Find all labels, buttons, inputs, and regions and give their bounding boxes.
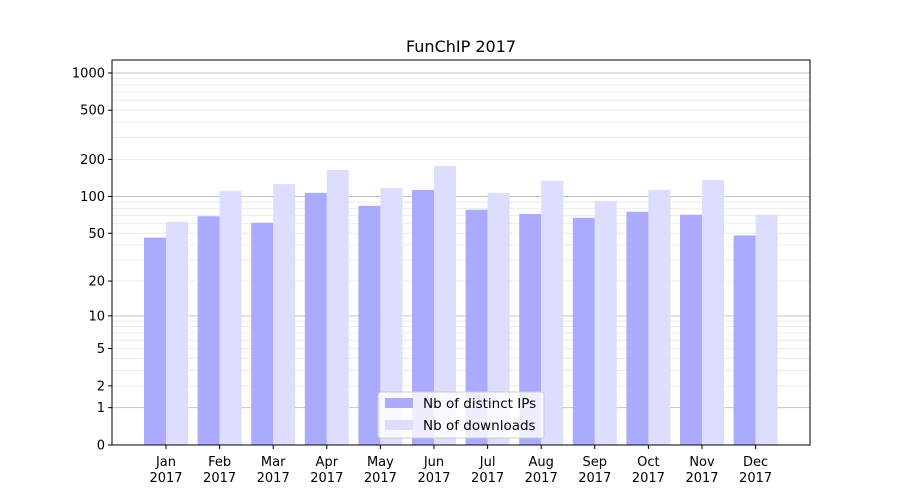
y-tick-label: 50 (88, 227, 105, 242)
y-tick-label: 5 (97, 342, 105, 357)
x-tick-label: Mar 2017 (257, 455, 290, 486)
bar-downloads (326, 170, 349, 446)
bar-distinct-ips (358, 205, 381, 445)
x-tick-label: May 2017 (364, 455, 397, 486)
bar-distinct-ips (680, 214, 702, 445)
axes-frame (111, 59, 811, 446)
x-tick-label: Dec 2017 (739, 455, 772, 486)
legend-box (377, 391, 545, 439)
x-tick-label: Nov 2017 (685, 455, 718, 486)
x-tick-label: Jul 2017 (471, 455, 504, 486)
bars (144, 165, 778, 446)
bar-distinct-ips (572, 217, 595, 445)
chart-title: FunChIP 2017 (406, 37, 516, 56)
y-tick-label: 1 (97, 401, 105, 416)
legend-label-downloads: Nb of downloads (423, 418, 536, 434)
bar-distinct-ips (251, 222, 274, 445)
bar-distinct-ips (304, 192, 327, 445)
x-tick-label: Sep 2017 (578, 455, 611, 486)
bar-distinct-ips (144, 237, 166, 445)
bar-downloads (487, 192, 510, 445)
y-tick-label: 2 (97, 379, 105, 394)
bar-downloads (380, 188, 403, 446)
bar-downloads (702, 180, 724, 446)
y-tick-label: 20 (88, 275, 105, 290)
legend-label-ips: Nb of distinct IPs (423, 396, 536, 412)
bar-downloads (273, 184, 296, 445)
bar-distinct-ips (733, 235, 756, 445)
bar-downloads (434, 165, 456, 445)
bar-distinct-ips (519, 213, 542, 445)
bar-downloads (594, 200, 617, 445)
y-axis: 0 1 2 5 10 20 50 100 200 500 1000 (72, 66, 112, 454)
x-axis: Jan 2017 Feb 2017 Mar 2017 Apr 2017 May 2017 Jun 20… (149, 445, 772, 486)
bar-downloads (541, 180, 564, 445)
x-tick-label: Jan 2017 (149, 455, 182, 486)
legend: Nb of distinct IPs Nb of downloads (377, 391, 545, 439)
y-tick-label: 10 (88, 309, 105, 324)
y-tick-label: 1000 (72, 66, 105, 81)
bar-distinct-ips (412, 189, 434, 445)
x-tick-label: Aug 2017 (525, 455, 558, 486)
bar-distinct-ips (465, 209, 488, 445)
bar-distinct-ips (626, 211, 649, 445)
y-tick-label: 100 (80, 190, 105, 205)
legend-swatch-downloads (385, 420, 413, 430)
y-tick-label: 200 (80, 153, 105, 168)
legend-swatch-ips (385, 398, 413, 408)
y-tick-label: 0 (97, 439, 105, 454)
bar-downloads (219, 190, 242, 445)
bar-downloads (755, 214, 778, 445)
bar-distinct-ips (197, 216, 220, 445)
x-tick-label: Feb 2017 (203, 455, 236, 486)
y-tick-label: 500 (80, 104, 105, 119)
x-tick-label: Jun 2017 (417, 455, 450, 486)
bar-downloads (166, 221, 188, 445)
bar-downloads (648, 189, 671, 445)
x-tick-label: Apr 2017 (310, 455, 343, 486)
x-tick-label: Oct 2017 (632, 455, 665, 486)
